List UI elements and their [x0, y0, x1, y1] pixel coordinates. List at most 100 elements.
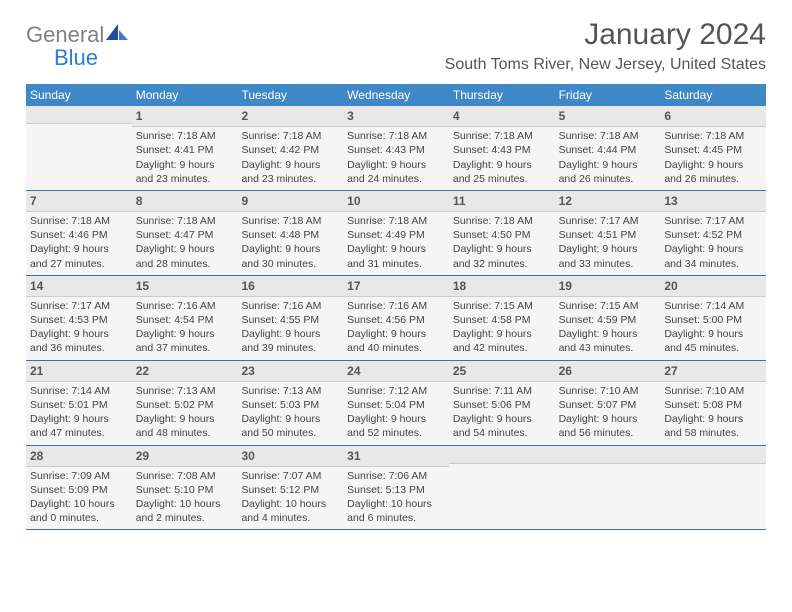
day-number: 21 [26, 361, 132, 382]
day-number: 5 [555, 106, 661, 127]
day-number: 27 [660, 361, 766, 382]
day-number: 26 [555, 361, 661, 382]
sail-icon [106, 24, 128, 47]
calendar-cell: 3Sunrise: 7:18 AM Sunset: 4:43 PM Daylig… [343, 106, 449, 190]
day-detail: Sunrise: 7:13 AM Sunset: 5:02 PM Dayligh… [134, 384, 236, 441]
calendar-cell: 21Sunrise: 7:14 AM Sunset: 5:01 PM Dayli… [26, 361, 132, 445]
title-block: January 2024 South Toms River, New Jerse… [445, 18, 766, 74]
day-number: 1 [132, 106, 238, 127]
day-number: 4 [449, 106, 555, 127]
logo: General Blue [26, 18, 128, 70]
day-number: 20 [660, 276, 766, 297]
calendar-cell: 4Sunrise: 7:18 AM Sunset: 4:43 PM Daylig… [449, 106, 555, 190]
day-detail: Sunrise: 7:10 AM Sunset: 5:08 PM Dayligh… [662, 384, 764, 441]
calendar-cell: 14Sunrise: 7:17 AM Sunset: 4:53 PM Dayli… [26, 276, 132, 360]
day-detail: Sunrise: 7:12 AM Sunset: 5:04 PM Dayligh… [345, 384, 447, 441]
day-detail: Sunrise: 7:14 AM Sunset: 5:00 PM Dayligh… [662, 299, 764, 356]
day-number: 30 [237, 446, 343, 467]
day-detail: Sunrise: 7:18 AM Sunset: 4:43 PM Dayligh… [451, 129, 553, 186]
day-header: Thursday [449, 84, 555, 106]
day-number: 12 [555, 191, 661, 212]
day-detail: Sunrise: 7:18 AM Sunset: 4:48 PM Dayligh… [239, 214, 341, 271]
calendar-cell: 25Sunrise: 7:11 AM Sunset: 5:06 PM Dayli… [449, 361, 555, 445]
day-detail: Sunrise: 7:18 AM Sunset: 4:47 PM Dayligh… [134, 214, 236, 271]
day-number: 10 [343, 191, 449, 212]
calendar-cell: 6Sunrise: 7:18 AM Sunset: 4:45 PM Daylig… [660, 106, 766, 190]
day-number [660, 446, 766, 464]
calendar-cell: 7Sunrise: 7:18 AM Sunset: 4:46 PM Daylig… [26, 191, 132, 275]
day-detail: Sunrise: 7:14 AM Sunset: 5:01 PM Dayligh… [28, 384, 130, 441]
logo-text-blue: Blue [26, 45, 98, 70]
day-number: 11 [449, 191, 555, 212]
day-detail: Sunrise: 7:15 AM Sunset: 4:58 PM Dayligh… [451, 299, 553, 356]
week-row: 21Sunrise: 7:14 AM Sunset: 5:01 PM Dayli… [26, 361, 766, 446]
calendar-cell: 10Sunrise: 7:18 AM Sunset: 4:49 PM Dayli… [343, 191, 449, 275]
day-number: 29 [132, 446, 238, 467]
day-detail: Sunrise: 7:17 AM Sunset: 4:51 PM Dayligh… [557, 214, 659, 271]
day-detail: Sunrise: 7:16 AM Sunset: 4:55 PM Dayligh… [239, 299, 341, 356]
week-row: 28Sunrise: 7:09 AM Sunset: 5:09 PM Dayli… [26, 446, 766, 531]
day-detail: Sunrise: 7:07 AM Sunset: 5:12 PM Dayligh… [239, 469, 341, 526]
day-detail: Sunrise: 7:18 AM Sunset: 4:42 PM Dayligh… [239, 129, 341, 186]
location-text: South Toms River, New Jersey, United Sta… [445, 56, 766, 74]
day-detail: Sunrise: 7:10 AM Sunset: 5:07 PM Dayligh… [557, 384, 659, 441]
day-number: 13 [660, 191, 766, 212]
day-number: 18 [449, 276, 555, 297]
day-detail: Sunrise: 7:18 AM Sunset: 4:50 PM Dayligh… [451, 214, 553, 271]
day-number: 8 [132, 191, 238, 212]
calendar-cell: 29Sunrise: 7:08 AM Sunset: 5:10 PM Dayli… [132, 446, 238, 530]
day-detail: Sunrise: 7:18 AM Sunset: 4:49 PM Dayligh… [345, 214, 447, 271]
calendar-cell: 27Sunrise: 7:10 AM Sunset: 5:08 PM Dayli… [660, 361, 766, 445]
calendar-cell: 26Sunrise: 7:10 AM Sunset: 5:07 PM Dayli… [555, 361, 661, 445]
calendar-cell: 1Sunrise: 7:18 AM Sunset: 4:41 PM Daylig… [132, 106, 238, 190]
calendar-cell: 2Sunrise: 7:18 AM Sunset: 4:42 PM Daylig… [237, 106, 343, 190]
calendar-cell: 9Sunrise: 7:18 AM Sunset: 4:48 PM Daylig… [237, 191, 343, 275]
day-number: 6 [660, 106, 766, 127]
day-header: Sunday [26, 84, 132, 106]
day-detail: Sunrise: 7:18 AM Sunset: 4:46 PM Dayligh… [28, 214, 130, 271]
week-row: 14Sunrise: 7:17 AM Sunset: 4:53 PM Dayli… [26, 276, 766, 361]
calendar-cell: 12Sunrise: 7:17 AM Sunset: 4:51 PM Dayli… [555, 191, 661, 275]
day-detail: Sunrise: 7:15 AM Sunset: 4:59 PM Dayligh… [557, 299, 659, 356]
calendar-cell: 17Sunrise: 7:16 AM Sunset: 4:56 PM Dayli… [343, 276, 449, 360]
day-detail: Sunrise: 7:18 AM Sunset: 4:43 PM Dayligh… [345, 129, 447, 186]
day-number: 16 [237, 276, 343, 297]
day-detail: Sunrise: 7:18 AM Sunset: 4:45 PM Dayligh… [662, 129, 764, 186]
day-number: 22 [132, 361, 238, 382]
day-number: 31 [343, 446, 449, 467]
day-detail: Sunrise: 7:18 AM Sunset: 4:41 PM Dayligh… [134, 129, 236, 186]
calendar-cell [449, 446, 555, 530]
day-number: 7 [26, 191, 132, 212]
logo-text-general: General [26, 22, 104, 47]
day-number: 19 [555, 276, 661, 297]
day-number: 3 [343, 106, 449, 127]
calendar-cell: 8Sunrise: 7:18 AM Sunset: 4:47 PM Daylig… [132, 191, 238, 275]
day-number [449, 446, 555, 464]
month-title: January 2024 [445, 18, 766, 52]
calendar-cell: 28Sunrise: 7:09 AM Sunset: 5:09 PM Dayli… [26, 446, 132, 530]
day-number [26, 106, 132, 124]
calendar-cell: 11Sunrise: 7:18 AM Sunset: 4:50 PM Dayli… [449, 191, 555, 275]
calendar-cell [26, 106, 132, 190]
day-number: 28 [26, 446, 132, 467]
day-number: 14 [26, 276, 132, 297]
day-header: Wednesday [343, 84, 449, 106]
calendar-cell: 5Sunrise: 7:18 AM Sunset: 4:44 PM Daylig… [555, 106, 661, 190]
calendar-cell [660, 446, 766, 530]
day-number: 24 [343, 361, 449, 382]
day-number [555, 446, 661, 464]
day-header: Tuesday [237, 84, 343, 106]
day-detail: Sunrise: 7:16 AM Sunset: 4:56 PM Dayligh… [345, 299, 447, 356]
day-number: 23 [237, 361, 343, 382]
week-row: 7Sunrise: 7:18 AM Sunset: 4:46 PM Daylig… [26, 191, 766, 276]
day-number: 2 [237, 106, 343, 127]
calendar-cell [555, 446, 661, 530]
calendar-cell: 22Sunrise: 7:13 AM Sunset: 5:02 PM Dayli… [132, 361, 238, 445]
day-detail: Sunrise: 7:16 AM Sunset: 4:54 PM Dayligh… [134, 299, 236, 356]
day-detail: Sunrise: 7:09 AM Sunset: 5:09 PM Dayligh… [28, 469, 130, 526]
day-header-row: Sunday Monday Tuesday Wednesday Thursday… [26, 84, 766, 106]
day-header: Friday [555, 84, 661, 106]
day-number: 17 [343, 276, 449, 297]
day-detail: Sunrise: 7:17 AM Sunset: 4:53 PM Dayligh… [28, 299, 130, 356]
calendar-cell: 13Sunrise: 7:17 AM Sunset: 4:52 PM Dayli… [660, 191, 766, 275]
